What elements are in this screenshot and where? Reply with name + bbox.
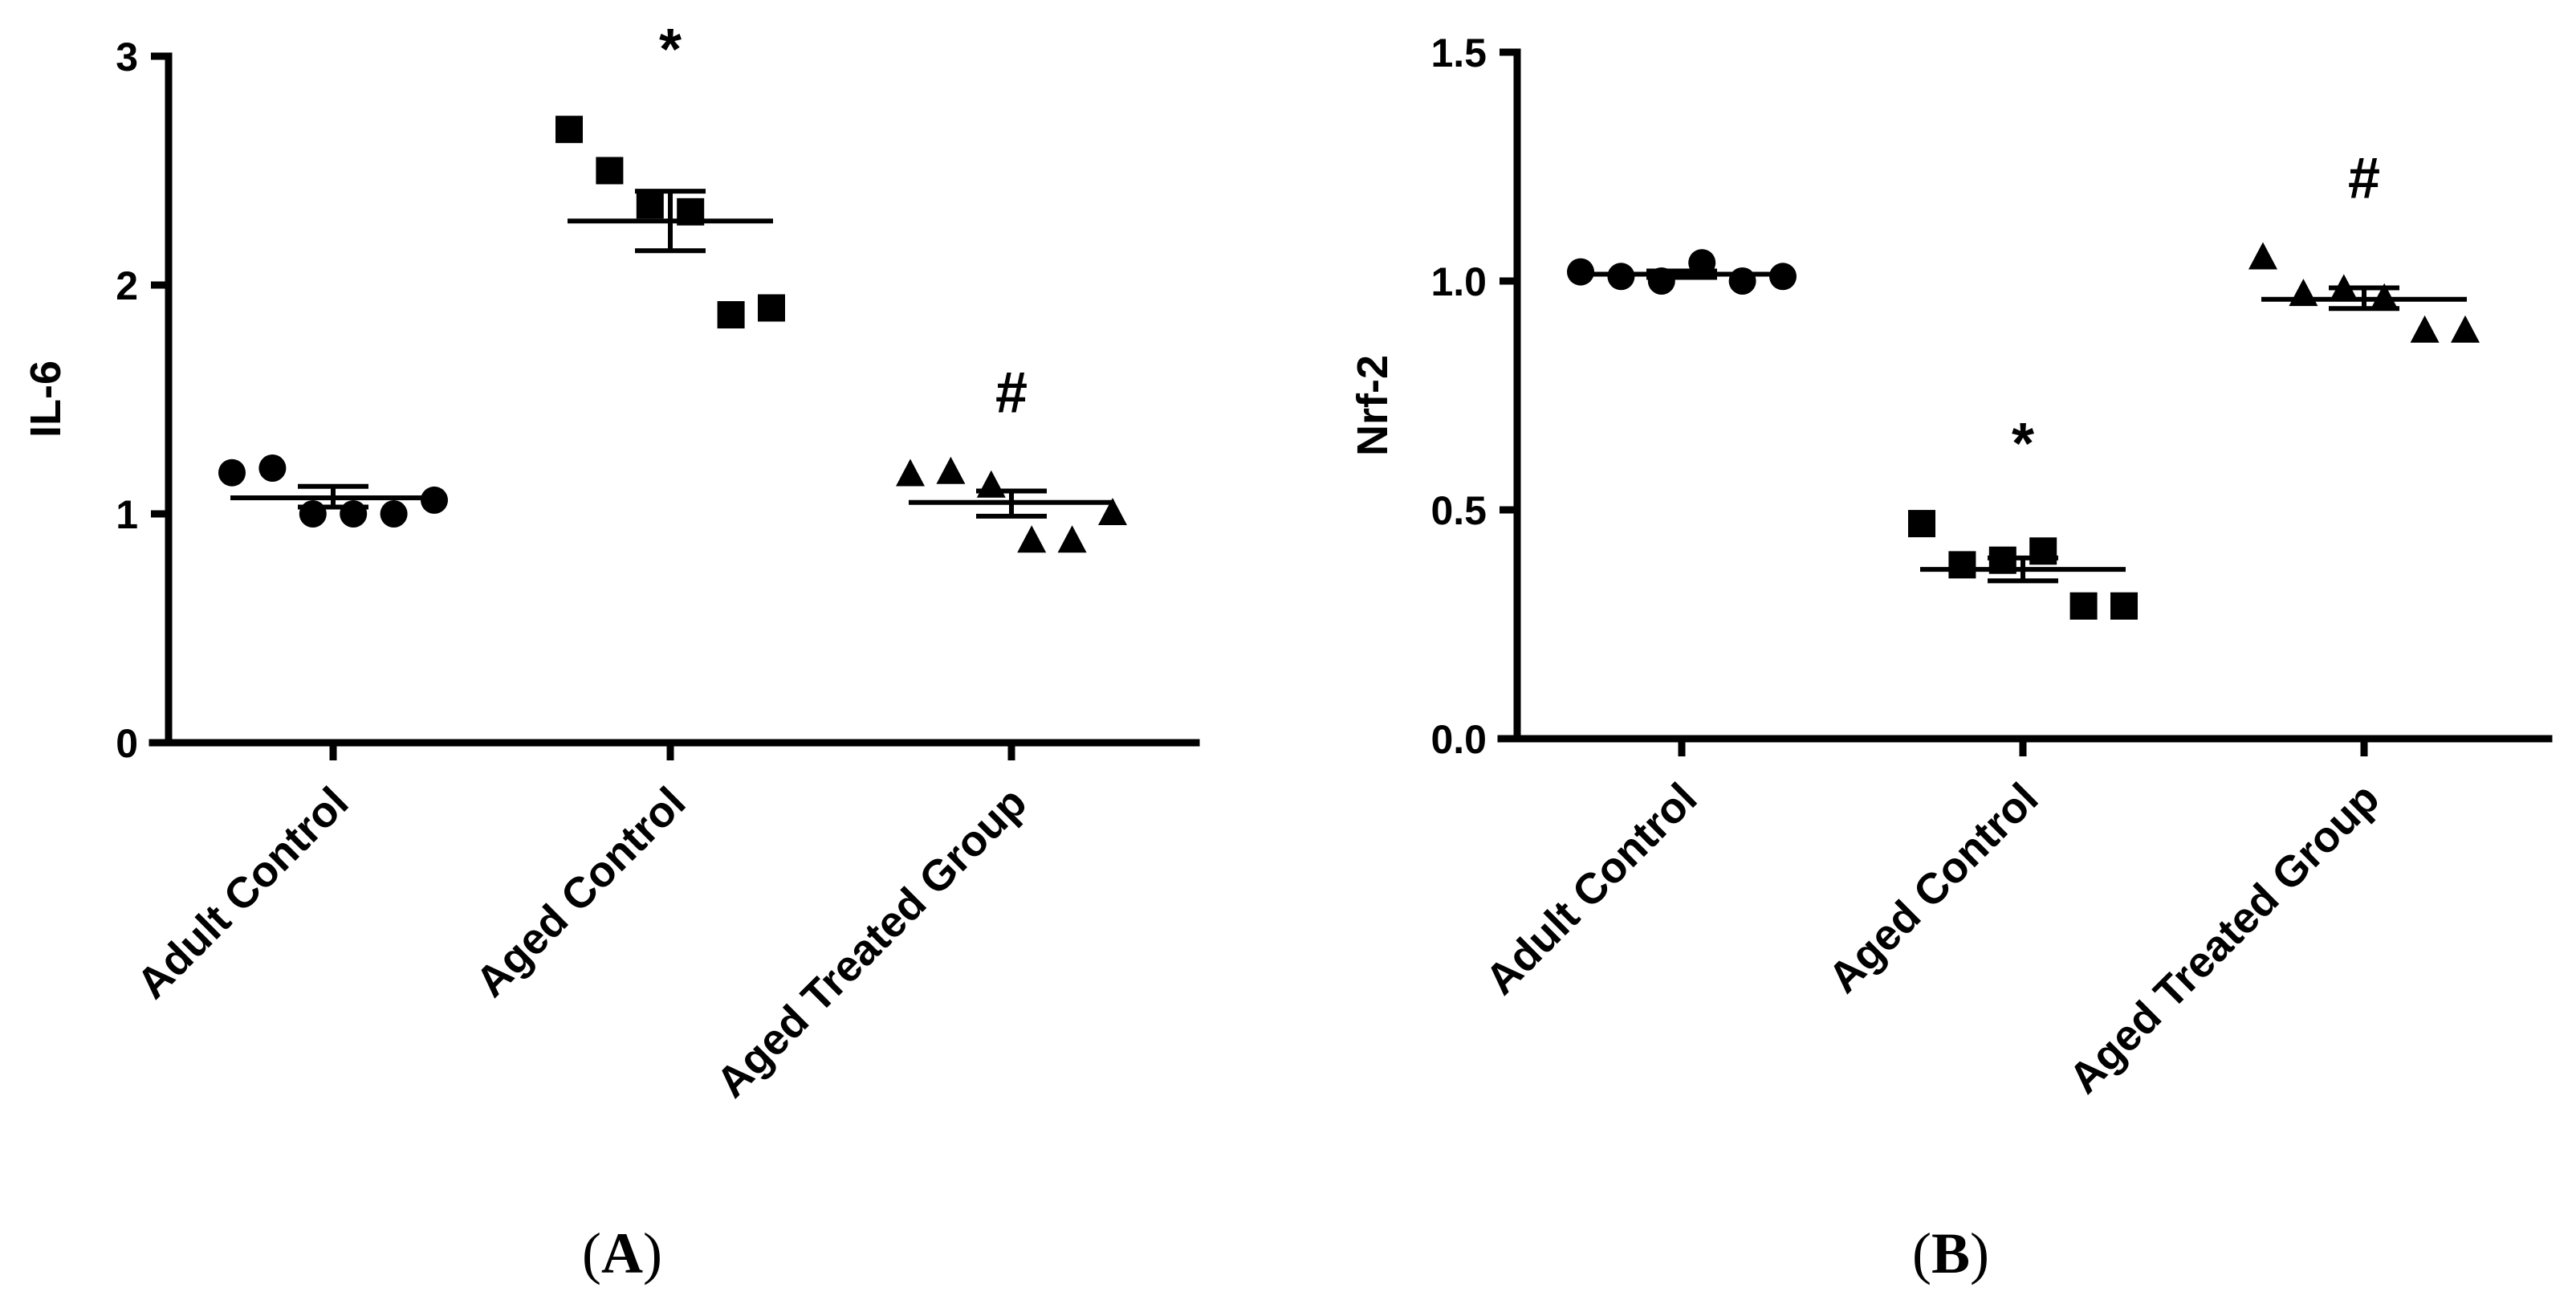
panel-a-data-point xyxy=(340,500,368,528)
panel-a-y-tick-label: 3 xyxy=(116,35,138,79)
panel-a-significance-marker: * xyxy=(659,18,682,82)
panel-b-data-point xyxy=(2289,279,2318,307)
panel-b-x-tick-label: Aged Control xyxy=(1819,774,2047,1002)
panel-b-annotations: *# xyxy=(2012,147,2380,477)
panel-b-data-point xyxy=(2069,592,2098,620)
panel-a-y-tick-label: 0 xyxy=(116,721,138,766)
panel-a-x-tick-label: Adult Control xyxy=(128,778,357,1008)
panel-a-data-point xyxy=(936,456,966,484)
panel-a-data-point xyxy=(596,157,624,185)
panel-b-y-tick-label: 0.0 xyxy=(1430,717,1487,762)
panel-b-significance-marker: * xyxy=(2012,412,2034,476)
panel-a-label: (A) xyxy=(582,1221,662,1286)
panel-a-x-tick-label: Aged Control xyxy=(466,778,694,1006)
panel-a-data-point xyxy=(380,500,408,528)
panel-a: IL-6 0 1 2 3 Adult Control Aged Control Aged … xyxy=(22,18,1200,1286)
panel-a-data-point xyxy=(555,116,583,144)
panel-a-data-point xyxy=(1017,525,1047,553)
panel-b-summary-lines xyxy=(1579,268,2467,584)
panel-a-summary-lines xyxy=(230,189,1114,519)
panel-b-data-point xyxy=(2029,537,2057,565)
panel-a-y-tick-label: 2 xyxy=(116,263,138,308)
panel-b-y-axis-label: Nrf-2 xyxy=(1349,355,1397,456)
panel-b-y-tick-label: 1.0 xyxy=(1430,259,1487,304)
panel-a-data-point xyxy=(258,454,287,482)
panel-a-data-point xyxy=(717,301,745,329)
panel-a-data-point xyxy=(1057,525,1087,553)
panel-a-x-tick-label: Aged Treated Group xyxy=(707,778,1036,1106)
panel-a-annotations: *# xyxy=(659,18,1028,426)
panel-b-data-point xyxy=(2110,592,2138,620)
panel-b-x-tick-label: Aged Treated Group xyxy=(2060,774,2388,1102)
panel-b-data-point xyxy=(1908,510,1935,538)
panel-a-y-ticks: 0 1 2 3 xyxy=(116,35,169,766)
panel-b-data-point xyxy=(1948,551,1976,579)
panel-a-data-point xyxy=(758,294,785,322)
panel-b-y-ticks: 0.0 0.5 1.0 1.5 xyxy=(1430,31,1517,762)
panel-a-significance-marker: # xyxy=(995,361,1028,426)
panel-a-data-point xyxy=(636,191,664,219)
panel-b-data-point xyxy=(2248,242,2277,270)
panel-a-data-point xyxy=(299,500,327,528)
panel-b-data-point xyxy=(2410,315,2440,343)
panel-a-data-point xyxy=(218,458,246,487)
panel-a-data-point xyxy=(976,470,1006,498)
panel-b-label: (B) xyxy=(1912,1221,1989,1286)
panel-a-x-ticks: Adult Control Aged Control Aged Treated Gr… xyxy=(128,743,1036,1107)
panel-b-x-ticks: Adult Control Aged Control Aged Treated Gr… xyxy=(1476,739,2388,1103)
panel-b-x-tick-label: Adult Control xyxy=(1476,774,1706,1004)
panel-b-significance-marker: # xyxy=(2348,147,2380,211)
panel-a-data-point xyxy=(896,458,925,487)
panel-a-y-tick-label: 1 xyxy=(116,492,138,537)
panel-b: Nrf-2 0.0 0.5 1.0 1.5 Adult Control Aged Con… xyxy=(1349,31,2553,1286)
panel-a-y-axis-label: IL-6 xyxy=(22,361,70,438)
panel-b-data-point xyxy=(2451,315,2480,343)
panel-b-y-tick-label: 0.5 xyxy=(1430,488,1487,533)
panel-b-data-point xyxy=(1728,267,1756,295)
panel-a-data-point xyxy=(1098,498,1127,525)
panel-b-y-tick-label: 1.5 xyxy=(1430,31,1487,75)
